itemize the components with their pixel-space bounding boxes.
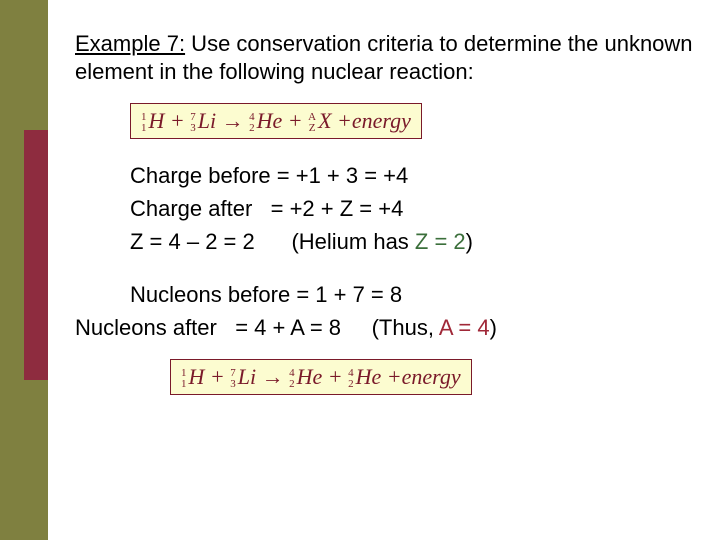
charge-z-line: Z = 4 – 2 = 2 (Helium has Z = 2) xyxy=(130,225,695,258)
charge-block: Charge before = +1 + 3 = +4 Charge after… xyxy=(130,159,695,258)
slide-title: Example 7: Use conservation criteria to … xyxy=(75,30,695,85)
nucleons-after: Nucleons after = 4 + A = 8 (Thus, A = 4) xyxy=(75,311,695,344)
equation-2: 11H + 73Li → 42He + 42He +energy xyxy=(181,364,461,389)
charge-after: Charge after = +2 + Z = +4 xyxy=(130,192,695,225)
equation-1: 11H + 73Li → 42He + AZX +energy xyxy=(141,108,411,133)
a-highlight: A = 4 xyxy=(439,315,490,340)
equation-box-1: 11H + 73Li → 42He + AZX +energy xyxy=(130,103,422,139)
z-highlight: Z = 2 xyxy=(415,229,466,254)
nucleons-before: Nucleons before = 1 + 7 = 8 xyxy=(130,278,695,311)
charge-before: Charge before = +1 + 3 = +4 xyxy=(130,159,695,192)
sidebar-maroon xyxy=(24,130,48,380)
equation-box-2: 11H + 73Li → 42He + 42He +energy xyxy=(170,359,472,395)
slide-content: Example 7: Use conservation criteria to … xyxy=(75,30,695,395)
title-prefix: Example 7: xyxy=(75,31,185,56)
